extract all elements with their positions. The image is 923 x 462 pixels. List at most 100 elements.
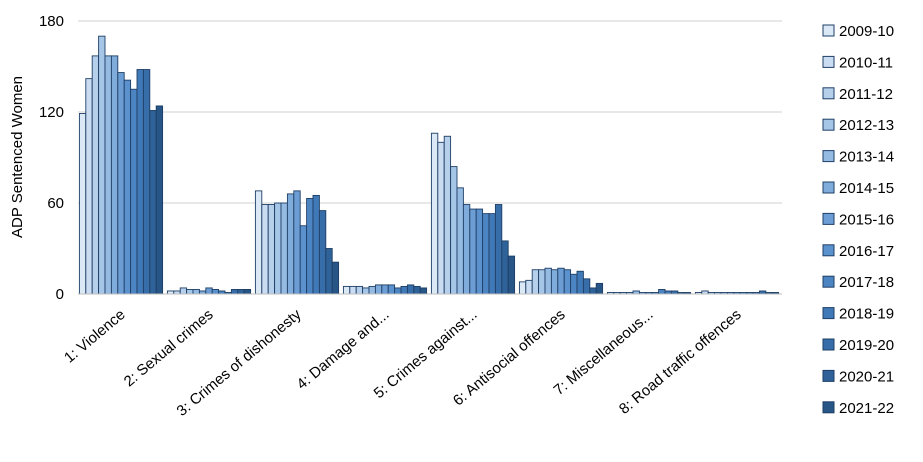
bar <box>550 269 559 295</box>
bar <box>413 285 421 295</box>
bar <box>374 284 383 295</box>
bar <box>557 267 565 295</box>
bar <box>325 248 333 295</box>
y-tick-label: 180 <box>39 13 64 30</box>
bar <box>130 88 138 295</box>
legend-swatch <box>822 401 835 414</box>
legend-item: 2015-16 <box>822 211 894 228</box>
bar <box>531 269 540 295</box>
gridlines <box>78 20 782 204</box>
bar <box>362 287 370 295</box>
bar <box>312 194 320 295</box>
legend-swatch <box>822 87 835 100</box>
bar <box>342 285 351 295</box>
bar <box>306 197 314 295</box>
legend-item: 2021-22 <box>822 400 894 417</box>
legend-item: 2009-10 <box>822 23 894 40</box>
bar <box>85 78 93 295</box>
bar <box>387 284 396 295</box>
legend-label: 2019-20 <box>839 337 894 354</box>
bar <box>155 105 164 295</box>
bar <box>78 113 87 295</box>
bar <box>430 132 439 295</box>
y-axis-label: ADP Sentenced Women <box>9 76 26 238</box>
bars <box>78 35 780 295</box>
category-label: 2: Sexual crimes <box>121 306 217 390</box>
legend-swatch <box>822 275 835 288</box>
legend-swatch <box>822 150 835 163</box>
bar <box>381 284 389 295</box>
y-axis-ticks: 0 60 120 180 <box>39 13 64 303</box>
legend-label: 2009-10 <box>839 23 894 40</box>
bar <box>538 269 546 295</box>
bar <box>110 55 119 295</box>
bar <box>254 190 263 295</box>
bar <box>400 285 408 295</box>
legend-swatch <box>822 55 835 68</box>
legend-swatch <box>822 244 835 257</box>
bar <box>589 287 597 295</box>
legend-item: 2018-19 <box>822 306 894 323</box>
bar <box>658 289 666 295</box>
bar <box>456 187 464 295</box>
bar <box>274 202 282 295</box>
category-label: 1: Violence <box>61 306 129 367</box>
bar <box>544 267 552 295</box>
legend-swatch <box>822 118 835 131</box>
legend-swatch <box>822 212 835 225</box>
bar <box>349 285 357 295</box>
bar <box>293 190 301 295</box>
bar <box>267 204 276 295</box>
legend-item: 2013-14 <box>822 149 894 166</box>
bar <box>563 269 572 295</box>
bar <box>501 240 509 295</box>
bar <box>475 208 484 295</box>
bar <box>331 261 340 295</box>
legend-item: 2011-12 <box>822 86 893 103</box>
legend-swatch <box>822 24 835 37</box>
bar <box>98 35 106 295</box>
legend-item: 2010-11 <box>822 54 893 71</box>
y-tick-label: 0 <box>56 286 64 303</box>
legend-label: 2016-17 <box>839 243 894 260</box>
bar <box>507 255 516 295</box>
legend-item: 2017-18 <box>822 274 894 291</box>
bar <box>462 204 471 295</box>
bar <box>123 79 132 295</box>
legend-item: 2014-15 <box>822 180 894 197</box>
bar <box>299 225 308 295</box>
bar <box>437 141 445 295</box>
legend-swatch <box>822 369 835 382</box>
bar <box>104 55 112 295</box>
legend-swatch <box>822 338 835 351</box>
bar <box>261 204 269 295</box>
legend-item: 2012-13 <box>822 117 894 134</box>
legend-item: 2020-21 <box>822 368 894 385</box>
bar <box>394 287 402 295</box>
legend-swatch <box>822 181 835 194</box>
legend-item: 2016-17 <box>822 243 894 260</box>
bar <box>488 213 496 295</box>
bar <box>469 208 477 295</box>
bar <box>286 193 295 295</box>
legend-label: 2012-13 <box>839 117 894 134</box>
bar <box>211 289 220 295</box>
legend-label: 2017-18 <box>839 274 894 291</box>
legend-label: 2018-19 <box>839 306 894 323</box>
bar <box>450 166 458 295</box>
bar <box>136 69 144 295</box>
bar <box>570 273 578 295</box>
bar <box>525 279 533 295</box>
bar <box>237 289 245 295</box>
bar <box>443 135 452 295</box>
legend: 2009-10 2010-11 2011-12 2012-13 2013-14 2014-… <box>822 23 894 417</box>
y-tick-label: 120 <box>39 104 64 121</box>
bar <box>576 270 584 295</box>
bar <box>582 278 591 295</box>
legend-label: 2011-12 <box>839 86 893 103</box>
legend-item: 2019-20 <box>822 337 894 354</box>
legend-label: 2010-11 <box>839 54 893 71</box>
bar <box>179 287 188 295</box>
bar <box>142 69 151 295</box>
